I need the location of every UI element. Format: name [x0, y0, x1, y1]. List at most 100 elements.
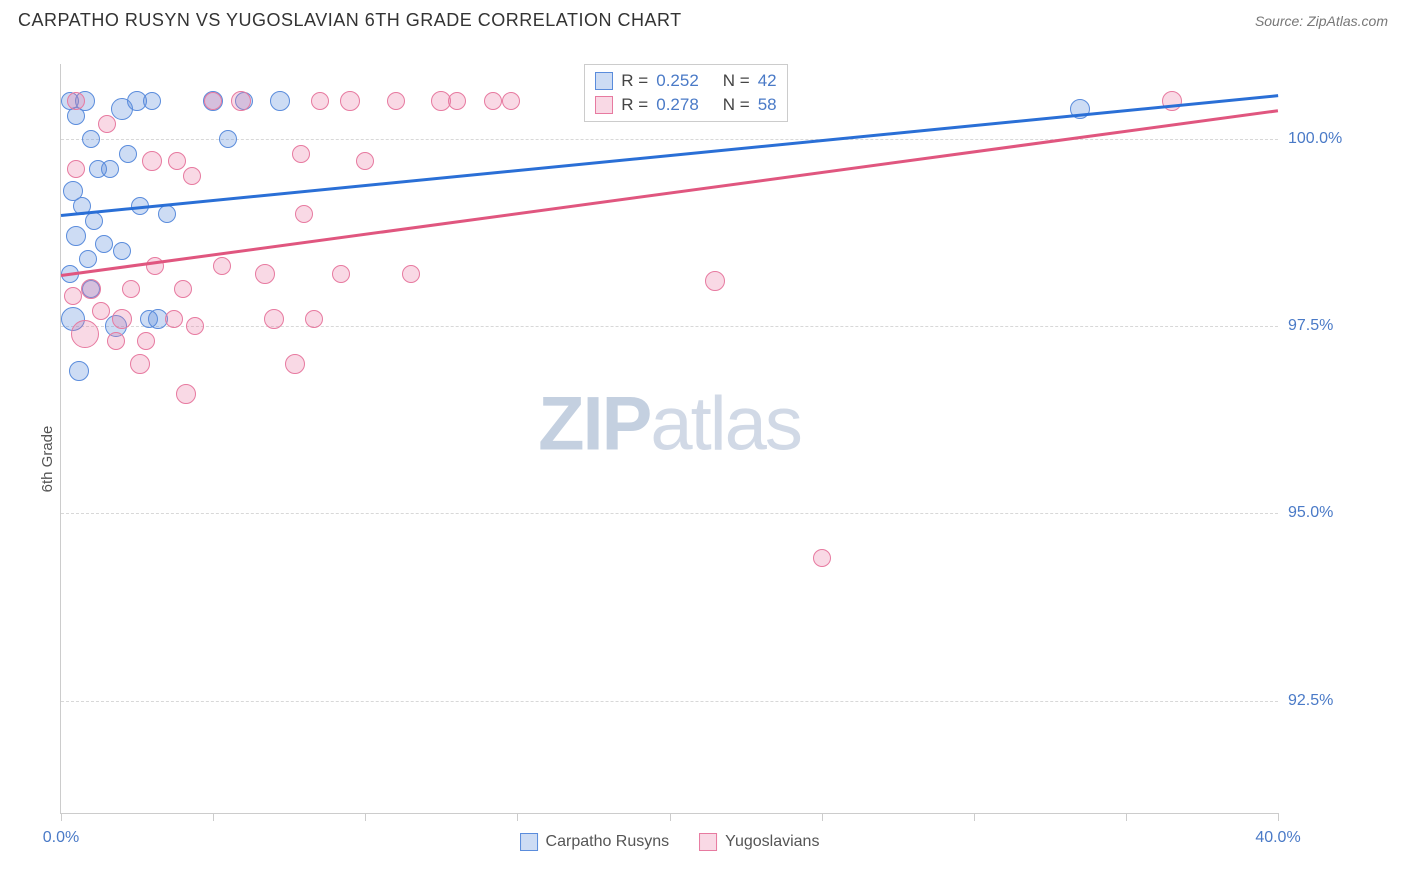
stats-row: R = 0.278 N = 58 — [595, 93, 776, 117]
data-point — [340, 91, 360, 111]
data-point — [183, 167, 201, 185]
x-tick — [1126, 813, 1127, 821]
data-point — [165, 310, 183, 328]
y-tick-label: 97.5% — [1288, 317, 1378, 335]
watermark-zip: ZIP — [538, 381, 650, 466]
n-label: N = — [723, 95, 750, 115]
data-point — [270, 91, 290, 111]
data-point — [85, 212, 103, 230]
watermark: ZIPatlas — [538, 380, 801, 467]
n-label: N = — [723, 71, 750, 91]
watermark-atlas: atlas — [650, 381, 801, 466]
y-tick-label: 95.0% — [1288, 504, 1378, 522]
chart-container: 6th Grade ZIPatlas Carpatho Rusyns Yugos… — [18, 44, 1388, 874]
data-point — [332, 265, 350, 283]
data-point — [186, 317, 204, 335]
data-point — [285, 354, 305, 374]
data-point — [67, 92, 85, 110]
data-point — [168, 152, 186, 170]
legend-swatch-1 — [520, 833, 538, 851]
data-point — [387, 92, 405, 110]
source-label: Source: ZipAtlas.com — [1255, 13, 1388, 29]
gridline — [61, 701, 1278, 702]
trend-line — [61, 109, 1278, 276]
data-point — [292, 145, 310, 163]
x-tick — [822, 813, 823, 821]
data-point — [113, 242, 131, 260]
gridline — [61, 513, 1278, 514]
data-point — [231, 91, 251, 111]
data-point — [264, 309, 284, 329]
legend-label-1: Carpatho Rusyns — [546, 833, 670, 851]
stats-box: R = 0.252 N = 42 R = 0.278 N = 58 — [584, 64, 787, 122]
legend-item-2: Yugoslavians — [699, 833, 819, 851]
data-point — [142, 151, 162, 171]
r-value: 0.278 — [656, 95, 699, 115]
data-point — [219, 130, 237, 148]
chart-title: CARPATHO RUSYN VS YUGOSLAVIAN 6TH GRADE … — [18, 10, 682, 31]
plot-area: ZIPatlas Carpatho Rusyns Yugoslavians 92… — [60, 64, 1278, 814]
x-tick — [213, 813, 214, 821]
r-value: 0.252 — [656, 71, 699, 91]
x-tick — [974, 813, 975, 821]
data-point — [813, 549, 831, 567]
data-point — [122, 280, 140, 298]
data-point — [204, 92, 222, 110]
y-tick-label: 92.5% — [1288, 692, 1378, 710]
data-point — [107, 332, 125, 350]
data-point — [130, 354, 150, 374]
data-point — [213, 257, 231, 275]
data-point — [112, 309, 132, 329]
data-point — [448, 92, 466, 110]
data-point — [402, 265, 420, 283]
legend-swatch-2 — [699, 833, 717, 851]
data-point — [305, 310, 323, 328]
stats-row: R = 0.252 N = 42 — [595, 69, 776, 93]
data-point — [484, 92, 502, 110]
data-point — [67, 160, 85, 178]
data-point — [705, 271, 725, 291]
data-point — [502, 92, 520, 110]
data-point — [137, 332, 155, 350]
r-label: R = — [621, 95, 648, 115]
data-point — [92, 302, 110, 320]
x-tick — [61, 813, 62, 821]
data-point — [81, 279, 101, 299]
data-point — [295, 205, 313, 223]
y-axis-label: 6th Grade — [39, 426, 56, 493]
data-point — [1162, 91, 1182, 111]
data-point — [69, 361, 89, 381]
r-label: R = — [621, 71, 648, 91]
legend-item-1: Carpatho Rusyns — [520, 833, 670, 851]
n-value: 58 — [758, 95, 777, 115]
stats-swatch — [595, 96, 613, 114]
x-tick — [1278, 813, 1279, 821]
data-point — [174, 280, 192, 298]
data-point — [143, 92, 161, 110]
data-point — [158, 205, 176, 223]
data-point — [71, 320, 99, 348]
data-point — [311, 92, 329, 110]
legend: Carpatho Rusyns Yugoslavians — [520, 833, 820, 851]
n-value: 42 — [758, 71, 777, 91]
data-point — [82, 130, 100, 148]
gridline — [61, 326, 1278, 327]
x-tick — [517, 813, 518, 821]
data-point — [98, 115, 116, 133]
data-point — [255, 264, 275, 284]
data-point — [176, 384, 196, 404]
x-tick — [670, 813, 671, 821]
data-point — [66, 226, 86, 246]
data-point — [101, 160, 119, 178]
data-point — [95, 235, 113, 253]
data-point — [64, 287, 82, 305]
data-point — [119, 145, 137, 163]
data-point — [356, 152, 374, 170]
x-tick-label: 0.0% — [43, 829, 79, 847]
x-tick-label: 40.0% — [1255, 829, 1300, 847]
gridline — [61, 139, 1278, 140]
x-tick — [365, 813, 366, 821]
legend-label-2: Yugoslavians — [725, 833, 819, 851]
stats-swatch — [595, 72, 613, 90]
data-point — [79, 250, 97, 268]
